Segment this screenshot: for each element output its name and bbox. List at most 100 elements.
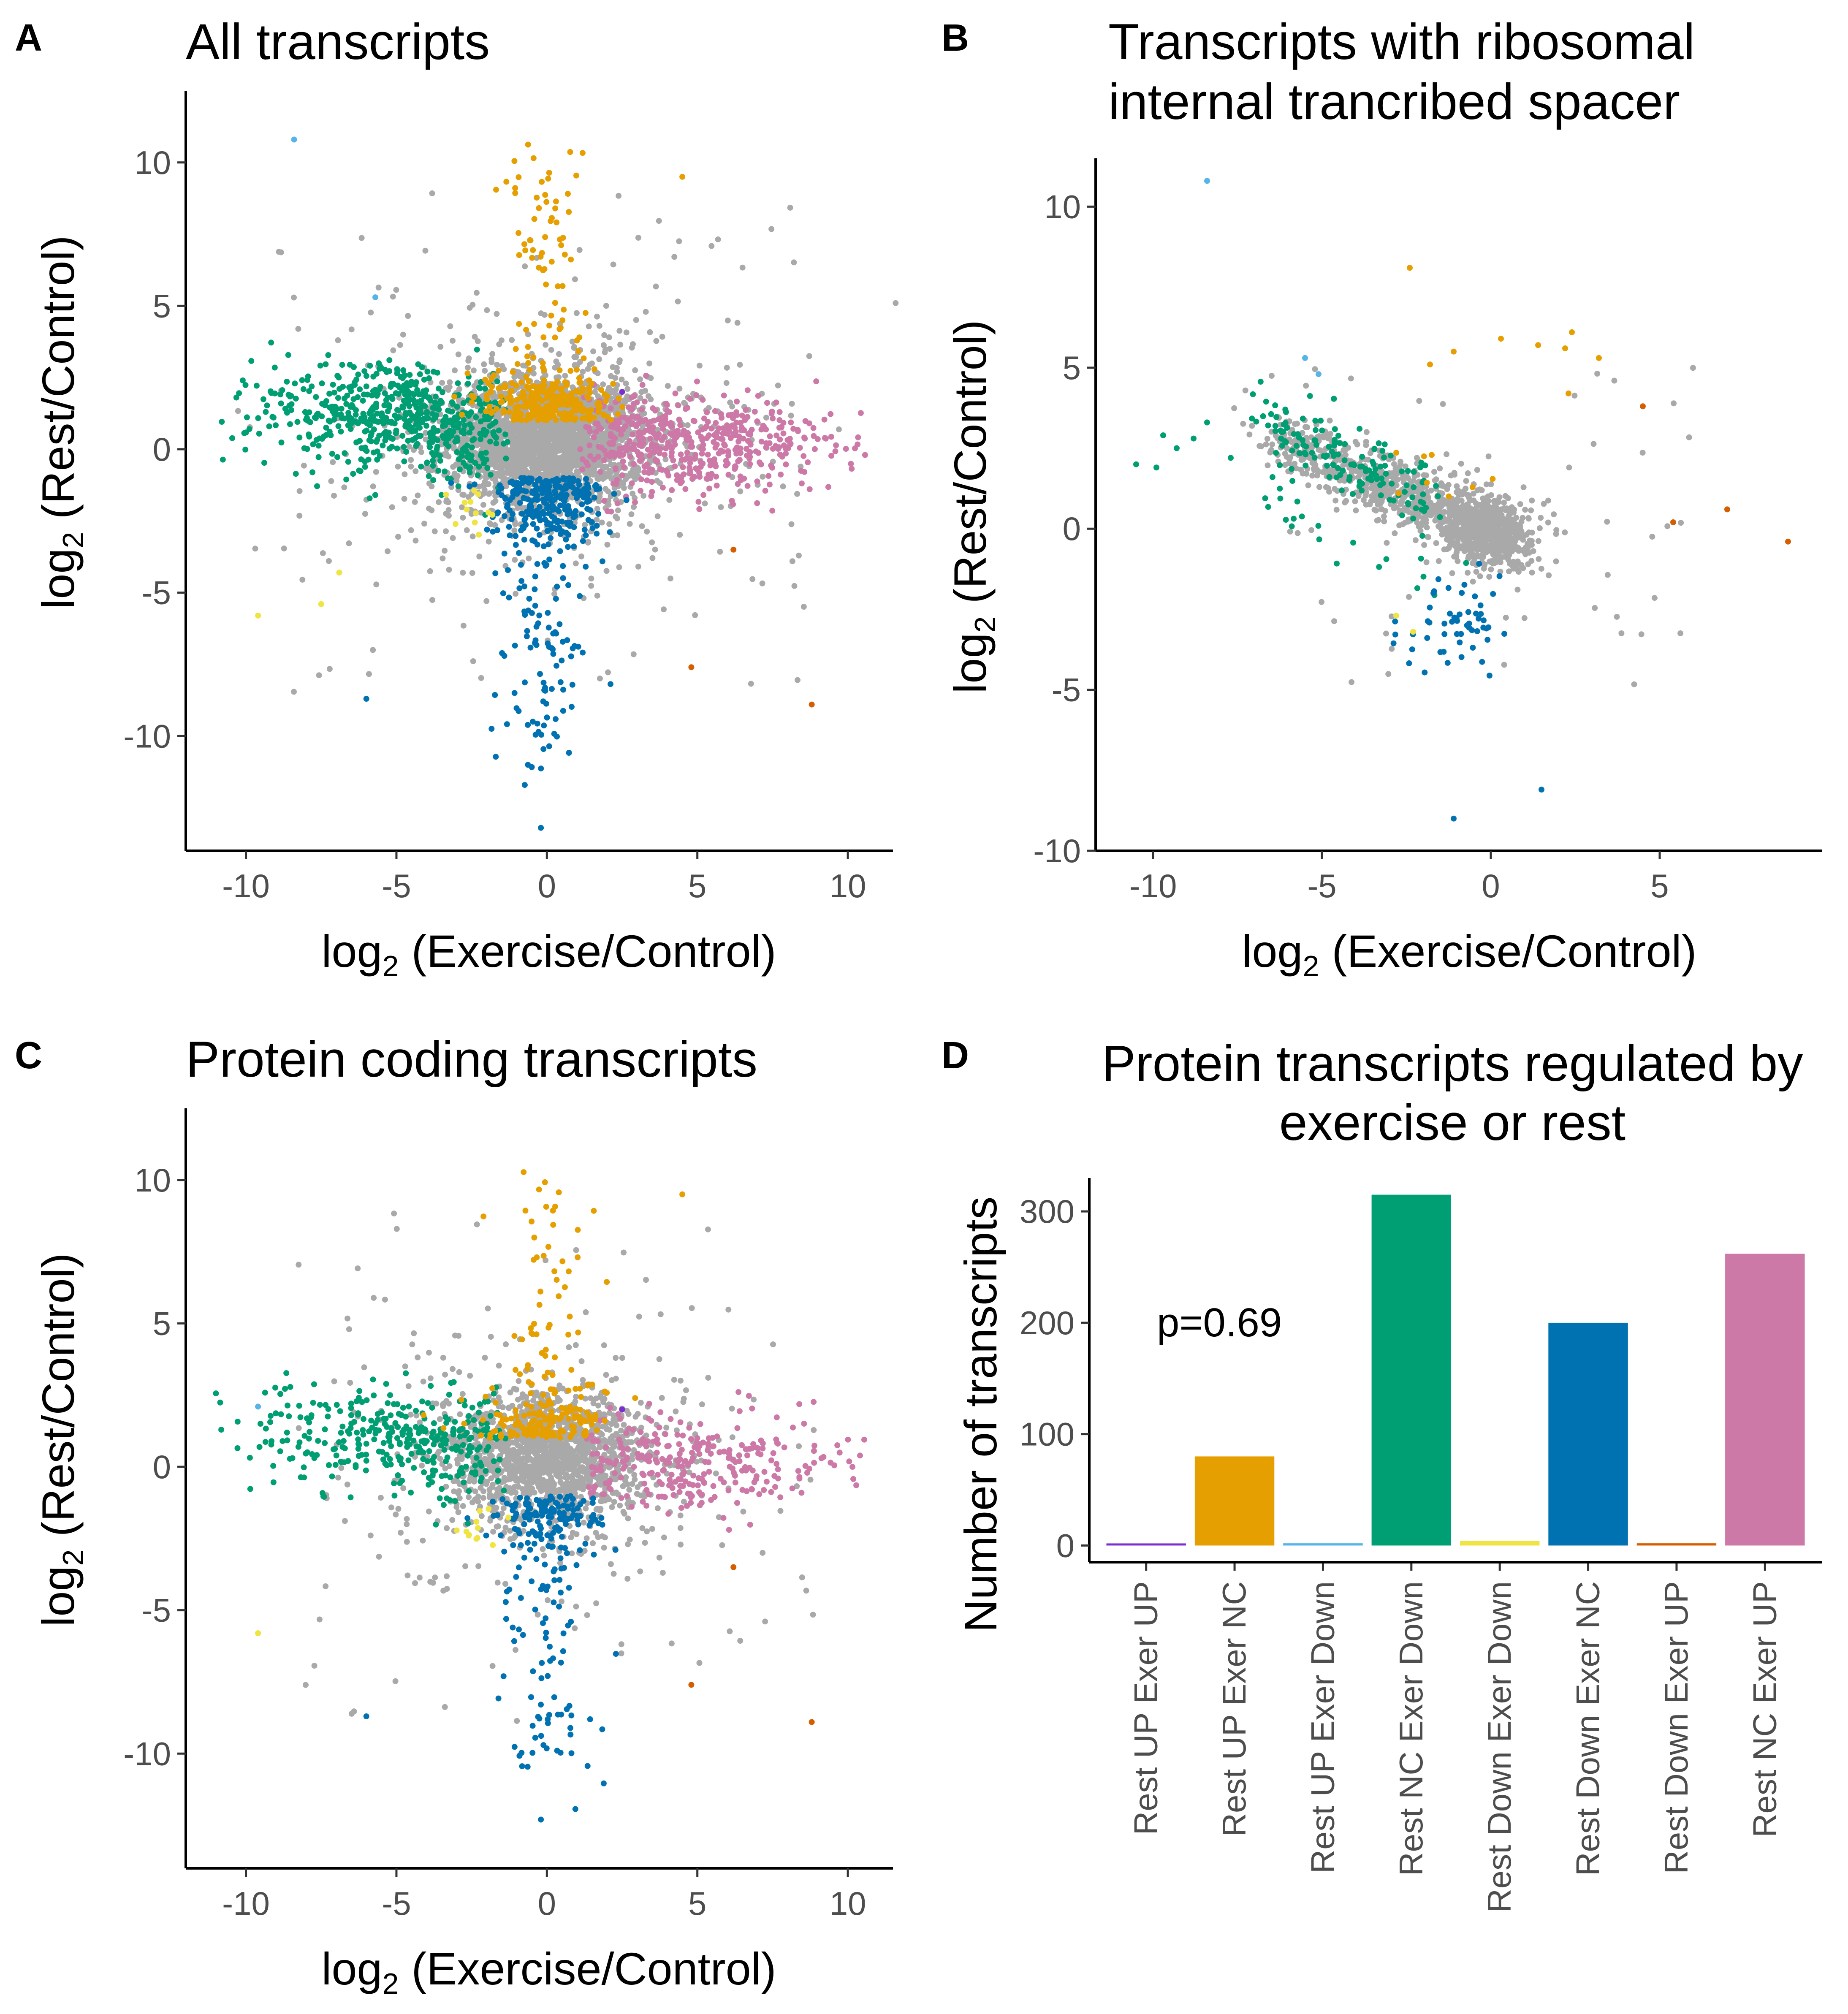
green-point [346, 384, 353, 391]
grey-point [497, 458, 503, 464]
green-point [372, 492, 378, 498]
blue-point [504, 721, 510, 727]
orange-point [550, 412, 556, 418]
grey-point [635, 235, 641, 241]
grey-point [509, 337, 515, 343]
orange-point [541, 377, 547, 383]
grey-point [296, 488, 303, 494]
pink-point [848, 461, 854, 467]
yellow-point [443, 491, 449, 498]
green-point [307, 419, 313, 425]
blue-point [513, 542, 519, 548]
green-point [407, 409, 413, 415]
green-point [396, 414, 402, 420]
grey-point [541, 312, 548, 318]
grey-point [412, 499, 418, 505]
yellow-point [467, 499, 474, 505]
orange-point [546, 406, 553, 413]
pink-point [741, 427, 747, 433]
green-point [393, 427, 399, 434]
green-point [329, 451, 335, 457]
grey-point [615, 507, 621, 513]
orange-point [511, 410, 518, 416]
orange-point [500, 410, 507, 416]
grey-point [749, 576, 756, 582]
green-point [431, 425, 437, 431]
pink-point [638, 451, 644, 458]
grey-point [585, 366, 591, 372]
pink-point [672, 390, 678, 396]
green-point [350, 471, 356, 477]
orange-point [540, 360, 546, 366]
grey-point [623, 380, 629, 387]
green-point [434, 451, 440, 457]
green-point [452, 438, 459, 445]
grey-point [571, 460, 577, 467]
green-point [304, 446, 310, 452]
pink-point [779, 423, 785, 430]
grey-point [473, 290, 480, 296]
pink-point [783, 461, 789, 467]
green-point [326, 391, 333, 397]
pink-point [762, 488, 768, 494]
orange-point [586, 385, 593, 391]
green-point [377, 384, 383, 390]
blue-point [533, 624, 540, 630]
orange-point [546, 170, 552, 176]
pink-point [806, 486, 813, 492]
pink-point [689, 476, 695, 482]
grey-point [637, 376, 643, 383]
green-point [406, 403, 412, 409]
orange-point [543, 281, 549, 288]
green-point [384, 369, 390, 375]
pink-point [828, 453, 834, 459]
blue-point [554, 526, 560, 532]
green-point [461, 417, 467, 423]
green-point [229, 435, 235, 441]
green-point [271, 364, 278, 371]
green-point [344, 392, 350, 399]
blue-point [541, 498, 547, 505]
pink-point [706, 486, 713, 491]
orange-point [616, 395, 622, 402]
grey-point [390, 293, 396, 300]
grey-point [465, 358, 472, 364]
blue-point [563, 536, 569, 543]
x-tick-label: -5 [382, 867, 411, 904]
orange-point [529, 255, 535, 261]
pink-point [783, 451, 789, 457]
pink-point [672, 463, 678, 470]
orange-point [549, 215, 555, 221]
orange-point [516, 230, 521, 236]
pink-point [678, 451, 684, 458]
pink-point [694, 378, 700, 385]
orange-point [459, 412, 465, 418]
orange-point [567, 399, 573, 405]
blue-point [507, 507, 513, 513]
green-point [469, 444, 475, 451]
pink-point [627, 453, 633, 460]
blue-point [559, 528, 565, 535]
green-point [467, 421, 473, 427]
pink-point [776, 444, 782, 451]
grey-point [775, 383, 781, 388]
grey-point [791, 583, 798, 589]
green-point [467, 429, 473, 436]
pink-point [598, 445, 605, 451]
orange-point [518, 379, 524, 385]
blue-point [523, 488, 529, 494]
yellow-point [472, 519, 478, 526]
grey-point [494, 362, 500, 368]
green-point [430, 369, 437, 375]
orange-point [601, 412, 607, 418]
pink-point [828, 434, 834, 440]
pink-point [639, 382, 646, 388]
blue-point [532, 482, 538, 488]
orange-point [582, 310, 589, 316]
grey-point [470, 367, 477, 374]
green-point [382, 390, 388, 396]
grey-point [408, 527, 414, 533]
grey-point [613, 365, 620, 371]
pink-point [685, 430, 691, 436]
grey-point [440, 555, 446, 562]
